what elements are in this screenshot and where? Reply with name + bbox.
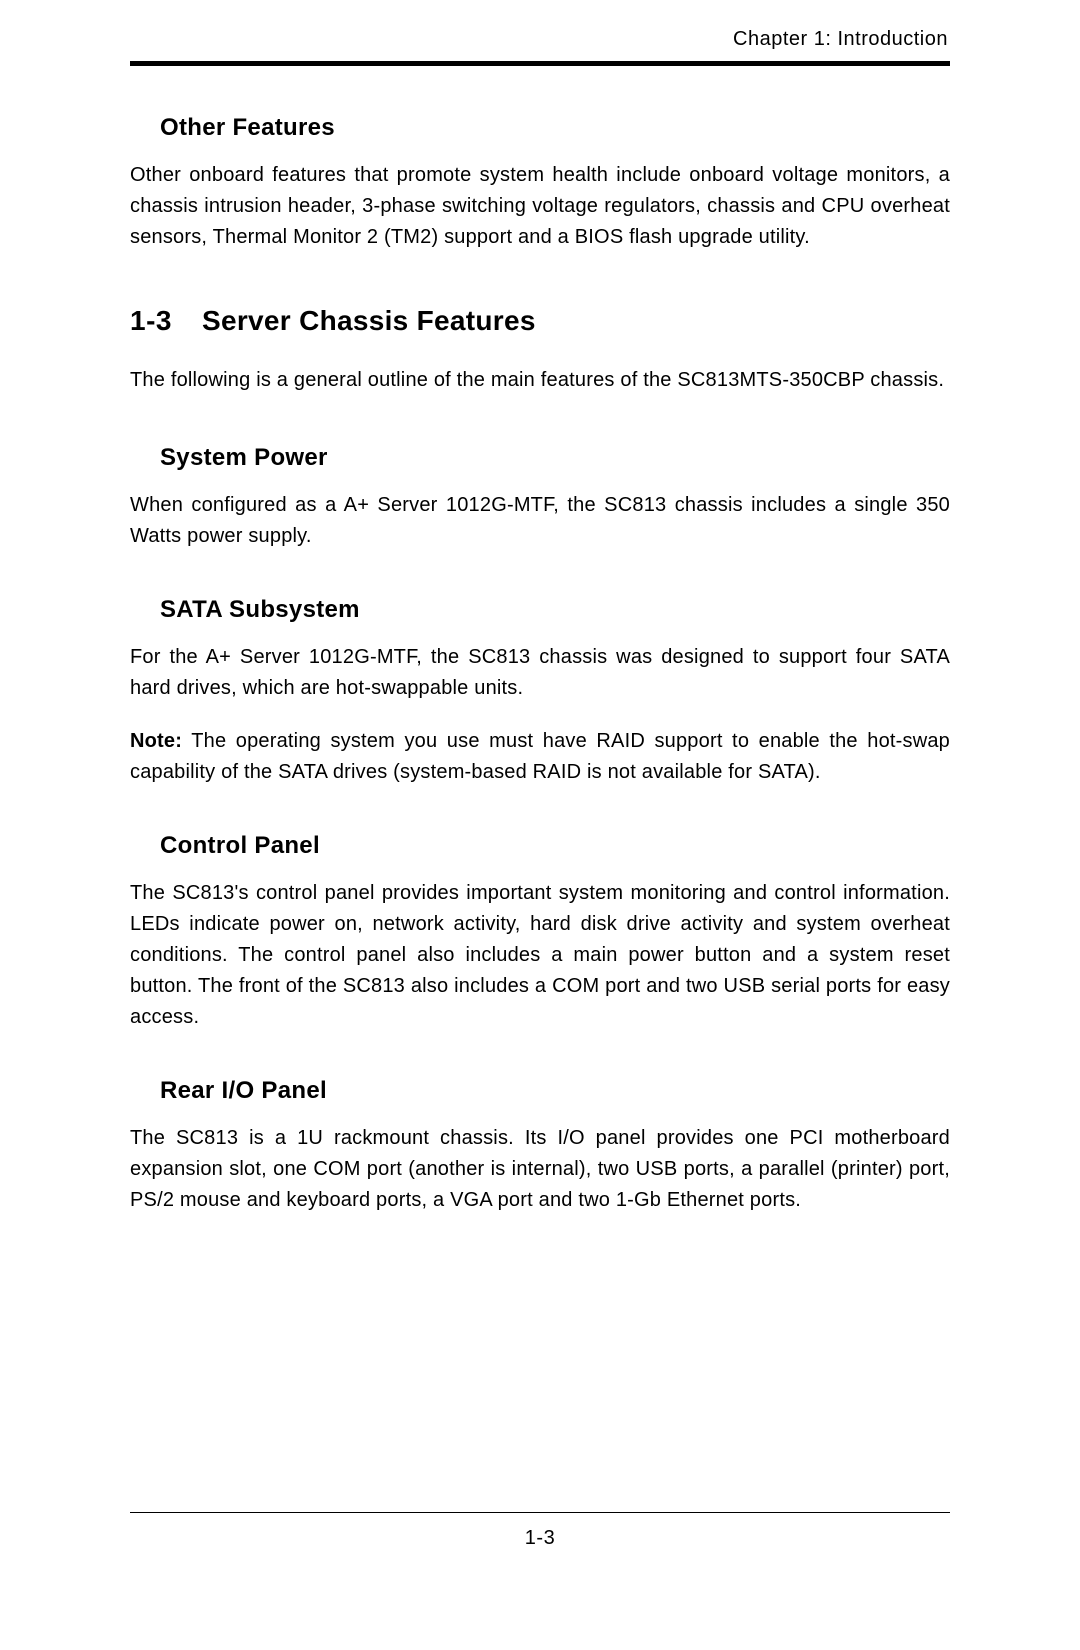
document-page: Chapter 1: Introduction Other Features O… — [0, 0, 1080, 1650]
rear-io-section: Rear I/O Panel The SC813 is a 1U rackmou… — [130, 1077, 950, 1216]
sata-subsystem-section: SATA Subsystem For the A+ Server 1012G-M… — [130, 596, 950, 788]
note-body: The operating system you use must have R… — [130, 730, 950, 783]
section-number: 1-3 — [130, 305, 202, 337]
server-chassis-heading: 1-3 Server Chassis Features — [130, 305, 950, 337]
server-chassis-intro: The following is a general outline of th… — [130, 365, 950, 396]
rear-io-title: Rear I/O Panel — [160, 1077, 950, 1105]
control-panel-title: Control Panel — [160, 832, 950, 860]
other-features-body: Other onboard features that promote syst… — [130, 160, 950, 253]
rear-io-body: The SC813 is a 1U rackmount chassis. Its… — [130, 1123, 950, 1216]
other-features-section: Other Features Other onboard features th… — [130, 114, 950, 253]
sata-subsystem-body: For the A+ Server 1012G-MTF, the SC813 c… — [130, 642, 950, 704]
other-features-title: Other Features — [160, 114, 950, 142]
footer-rule — [130, 1512, 950, 1513]
footer: 1-3 — [130, 1512, 950, 1550]
chapter-header: Chapter 1: Introduction — [130, 28, 950, 51]
section-title: Server Chassis Features — [202, 305, 536, 337]
system-power-section: System Power When configured as a A+ Ser… — [130, 444, 950, 552]
system-power-body: When configured as a A+ Server 1012G-MTF… — [130, 490, 950, 552]
page-number: 1-3 — [130, 1527, 950, 1550]
sata-subsystem-title: SATA Subsystem — [160, 596, 950, 624]
sata-subsystem-note: Note: The operating system you use must … — [130, 726, 950, 788]
control-panel-section: Control Panel The SC813's control panel … — [130, 832, 950, 1033]
control-panel-body: The SC813's control panel provides impor… — [130, 878, 950, 1033]
header-rule — [130, 61, 950, 66]
note-label: Note: — [130, 730, 182, 752]
system-power-title: System Power — [160, 444, 950, 472]
